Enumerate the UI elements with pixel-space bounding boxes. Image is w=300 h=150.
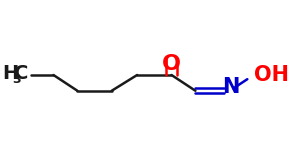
Text: H: H xyxy=(2,64,18,83)
Text: 3: 3 xyxy=(12,73,21,86)
Text: O: O xyxy=(162,54,181,74)
Text: N: N xyxy=(222,77,240,97)
Text: C: C xyxy=(14,64,29,83)
Text: OH: OH xyxy=(254,65,289,85)
